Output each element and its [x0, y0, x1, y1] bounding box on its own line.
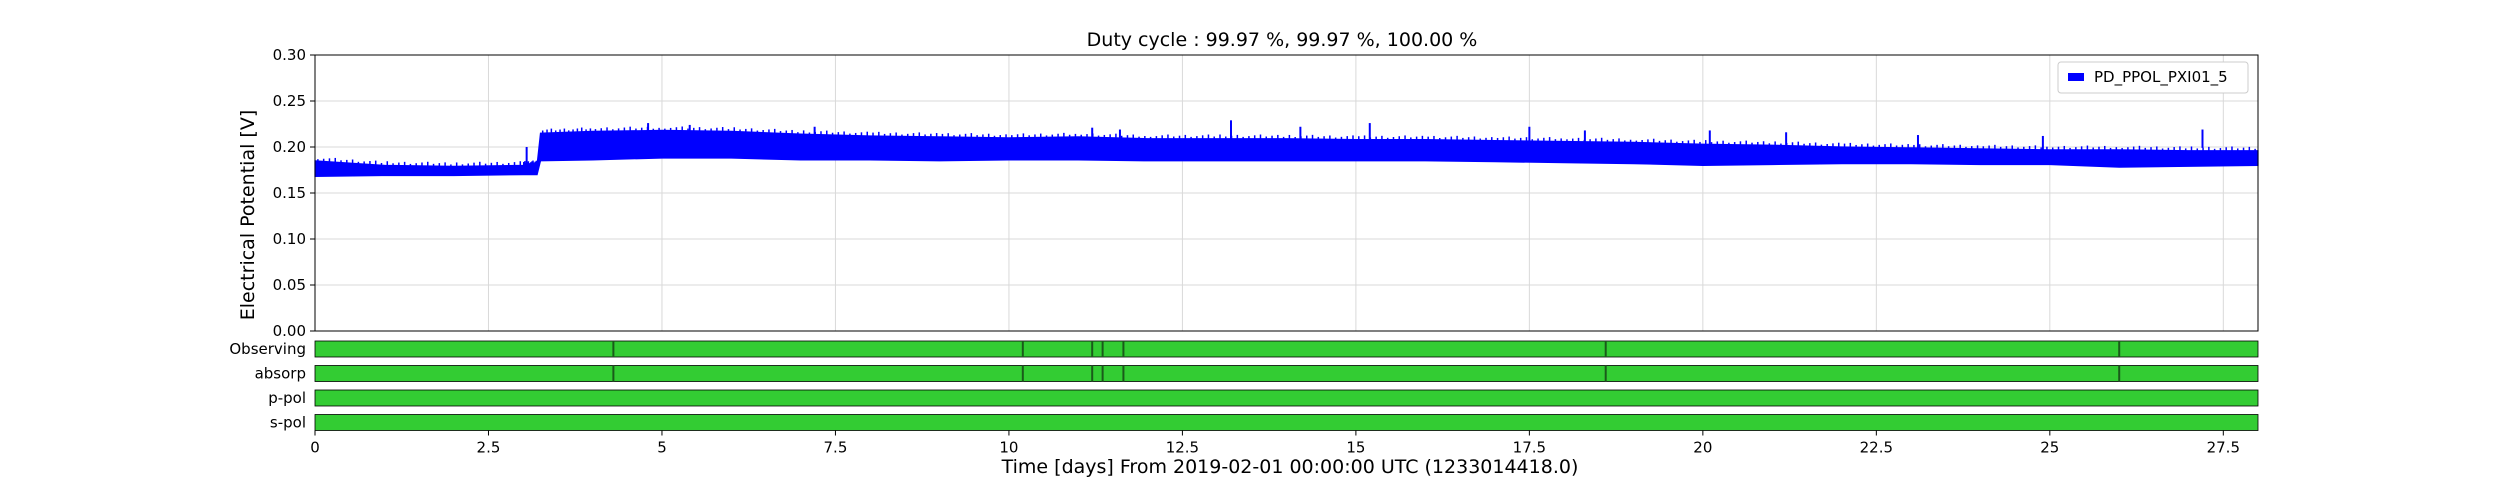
- y-tick-label: 0.20: [273, 138, 306, 156]
- segment-label: s-pol: [270, 414, 306, 432]
- segment-label: Observing: [229, 340, 306, 358]
- segment-bar-Observing: [314, 340, 2259, 358]
- segment-bar-p-pol: [314, 389, 2259, 407]
- x-tick-label: 17.5: [1513, 439, 1546, 457]
- main-plot-area: 0.00 0.05 0.10 0.15 0.20 0.25 0.30: [273, 46, 2259, 340]
- x-tick-label: 0: [310, 439, 320, 457]
- x-tick-label: 25: [2040, 439, 2059, 457]
- segment-bar-s-pol: [314, 414, 2259, 431]
- x-tick-label: 2.5: [477, 439, 501, 457]
- y-tick-label: 0.10: [273, 230, 306, 248]
- x-tick-label: 27.5: [2207, 439, 2240, 457]
- legend: PD_PPOL_PXI01_5: [2057, 61, 2249, 94]
- y-tick-label: 0.15: [273, 184, 306, 202]
- legend-swatch: [2068, 73, 2084, 81]
- segment-bar-absorp: [314, 365, 2259, 382]
- y-axis-label: Electrical Potential [V]: [237, 110, 259, 320]
- x-axis-label: Time [days] From 2019-02-01 00:00:00 UTC…: [1001, 456, 1579, 478]
- series-band: [314, 129, 2259, 178]
- chart-title: Duty cycle : 99.97 %, 99.97 %, 100.00 %: [1087, 29, 1478, 51]
- x-tick-label: 7.5: [824, 439, 848, 457]
- x-tick-label: 20: [1693, 439, 1712, 457]
- x-tick-label: 5: [657, 439, 667, 457]
- y-tick-label: 0.05: [273, 276, 306, 294]
- y-tick-label: 0.25: [273, 92, 306, 110]
- segment-label: p-pol: [268, 389, 306, 407]
- legend-box: [2057, 61, 2249, 94]
- segment-label: absorp: [255, 365, 306, 383]
- x-tick-label: 12.5: [1166, 439, 1199, 457]
- y-tick-label: 0.30: [273, 46, 306, 64]
- x-tick-label: 22.5: [1860, 439, 1893, 457]
- x-tick-label: 10: [999, 439, 1018, 457]
- y-tick-label: 0.00: [273, 322, 306, 340]
- x-tick-label: 15: [1346, 439, 1365, 457]
- legend-label: PD_PPOL_PXI01_5: [2094, 68, 2228, 87]
